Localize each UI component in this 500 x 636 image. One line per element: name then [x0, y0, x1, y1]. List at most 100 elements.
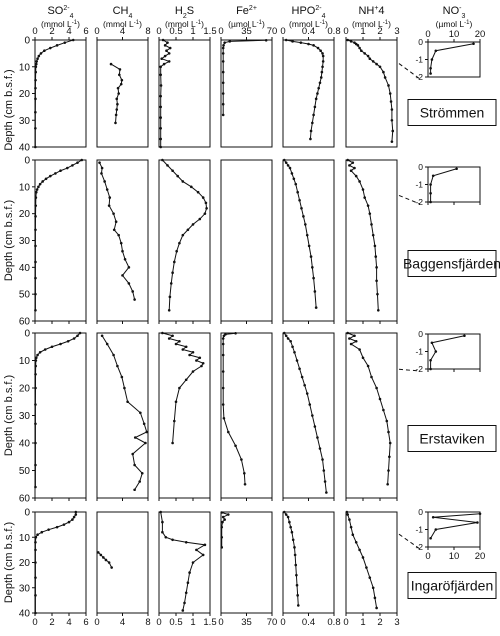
profile-line-SO4-1 — [34, 159, 83, 311]
data-point-H2S-3-5 — [184, 541, 188, 544]
xtick-label-NH4-3-3: 3 — [394, 617, 399, 628]
data-point-Fe-0-8 — [221, 81, 225, 85]
xtick-label-H2S-0-0: 0 — [156, 26, 161, 37]
data-point-HPO4-0-6 — [319, 49, 322, 52]
data-point-HPO4-2-6 — [295, 359, 299, 362]
data-point-CH4-3-5 — [110, 566, 113, 569]
data-point-H2S-0-18 — [159, 145, 162, 149]
data-point-H2S-2-17 — [173, 419, 176, 423]
data-point-CH4-1-6 — [107, 204, 111, 207]
data-point-CH4-1-9 — [112, 228, 116, 232]
data-point-NH4-0-12 — [378, 65, 382, 69]
data-point-SO4-2-16 — [34, 441, 37, 445]
data-point-HPO4-0-9 — [321, 60, 325, 63]
header-SO4: SO2-4 — [47, 5, 73, 20]
data-point-HPO4-0-13 — [318, 81, 322, 85]
data-point-CH4-3-3 — [104, 558, 108, 562]
data-point-CH4-2-3 — [116, 364, 119, 368]
data-point-SO4-3-10 — [34, 535, 38, 539]
data-point-NH4-1-3 — [353, 166, 356, 170]
data-point-NH4-1-1 — [351, 161, 355, 164]
data-point-CH4-2-11 — [144, 441, 147, 445]
data-point-CH4-2-1 — [105, 342, 109, 346]
data-point-NH4-1-4 — [349, 169, 353, 173]
row-2: 0 10 20 30 40 50 60 Depth (cm b.s.f.) 0 -1 -2 Ersta… — [3, 329, 497, 505]
profile-line-HPO4-2 — [283, 332, 327, 493]
data-point-H2S-1-0 — [161, 158, 164, 162]
data-point-CH4-1-3 — [103, 180, 106, 183]
data-point-NH4-3-8 — [365, 566, 368, 569]
no3-xtick-label-0-2: 20 — [475, 29, 486, 40]
data-point-Fe-0-10 — [221, 102, 225, 106]
data-point-H2S-3-3 — [164, 535, 168, 539]
panel-frame-SO4-3 — [34, 511, 87, 614]
ytick-label-3-1: 10 — [19, 533, 31, 544]
data-point-HPO4-2-16 — [321, 458, 324, 461]
data-point-HPO4-2-14 — [316, 436, 319, 439]
data-point-HPO4-1-11 — [304, 223, 307, 226]
profile-line-HPO4-0 — [286, 39, 324, 140]
data-point-H2S-1-2 — [171, 169, 174, 173]
data-point-SO4-0-12 — [34, 78, 37, 82]
data-point-NH4-1-5 — [354, 174, 358, 178]
data-point-Fe-0-2 — [223, 41, 226, 44]
data-point-HPO4-0-12 — [319, 76, 323, 79]
data-point-NH4-2-11 — [382, 408, 385, 412]
data-point-CH4-3-4 — [107, 561, 111, 564]
data-point-NH4-2-14 — [388, 441, 392, 445]
data-point-H2S-2-2 — [167, 337, 171, 340]
header-unit-NH4: (mmol L-1) — [352, 19, 391, 29]
data-point-SO4-1-14 — [34, 204, 37, 207]
data-point-CH4-0-0 — [109, 62, 113, 66]
data-point-NH4-3-10 — [371, 586, 375, 590]
data-point-H2S-0-12 — [159, 84, 163, 87]
data-point-NH4-2-4 — [349, 342, 353, 346]
data-point-H2S-2-0 — [161, 331, 164, 335]
no3-ytick-label-1-1: -1 — [415, 180, 423, 190]
xtick-label-CH4-3-1: 4 — [120, 617, 125, 628]
data-point-H2S-2-14 — [184, 378, 188, 382]
data-point-H2S-0-9 — [162, 62, 166, 66]
data-point-CH4-2-2 — [112, 353, 115, 357]
panel-frame-NH4-3 — [345, 511, 398, 614]
data-point-NH4-2-3 — [354, 339, 358, 343]
data-point-NH4-3-5 — [354, 541, 358, 544]
ytick-label-1-6: 60 — [19, 317, 31, 328]
data-point-Fe-0-7 — [221, 70, 225, 74]
data-point-NH4-2-2 — [348, 337, 351, 340]
data-point-NH4-1-2 — [348, 164, 351, 167]
data-point-H2S-0-7 — [160, 57, 164, 61]
data-point-CH4-0-6 — [117, 92, 120, 95]
data-point-SO4-3-14 — [34, 576, 37, 579]
data-point-SO4-1-11 — [35, 188, 39, 191]
data-point-HPO4-2-18 — [323, 480, 327, 483]
data-point-SO4-1-7 — [44, 177, 48, 181]
ytick-label-1-3: 30 — [19, 236, 31, 247]
data-point-SO4-2-11 — [34, 364, 37, 368]
data-point-CH4-1-18 — [133, 298, 136, 301]
no3-ytick-label-2-0: 0 — [418, 329, 423, 339]
data-point-H2S-1-20 — [168, 295, 172, 299]
data-point-Fe-3-5 — [220, 525, 224, 529]
column-headers: SO2-4(mmol L-1)CH4(mmol L-1)H2S(mmol L-1… — [41, 5, 472, 29]
data-point-NH4-2-8 — [370, 375, 373, 379]
data-point-Fe-0-0 — [264, 38, 268, 42]
data-point-SO4-0-6 — [37, 54, 41, 58]
data-point-Fe-3-0 — [220, 511, 224, 514]
data-point-Fe-3-1 — [226, 513, 230, 516]
data-point-NO3-1-2 — [429, 183, 432, 186]
data-point-CH4-0-1 — [118, 68, 122, 71]
data-point-NO3-2-4 — [429, 367, 432, 371]
data-point-NH4-3-12 — [375, 606, 378, 610]
data-point-HPO4-1-5 — [292, 177, 296, 181]
data-point-NH4-3-7 — [361, 556, 365, 559]
data-point-HPO4-0-4 — [312, 44, 315, 47]
data-point-CH4-1-5 — [108, 196, 112, 199]
data-point-NO3-3-2 — [476, 521, 479, 524]
data-point-NH4-3-3 — [349, 525, 353, 529]
header-unit-H2S: (mmol L-1) — [165, 19, 204, 29]
data-point-H2S-2-1 — [171, 334, 174, 338]
data-point-CH4-2-5 — [123, 386, 126, 390]
data-point-HPO4-1-16 — [312, 276, 315, 280]
